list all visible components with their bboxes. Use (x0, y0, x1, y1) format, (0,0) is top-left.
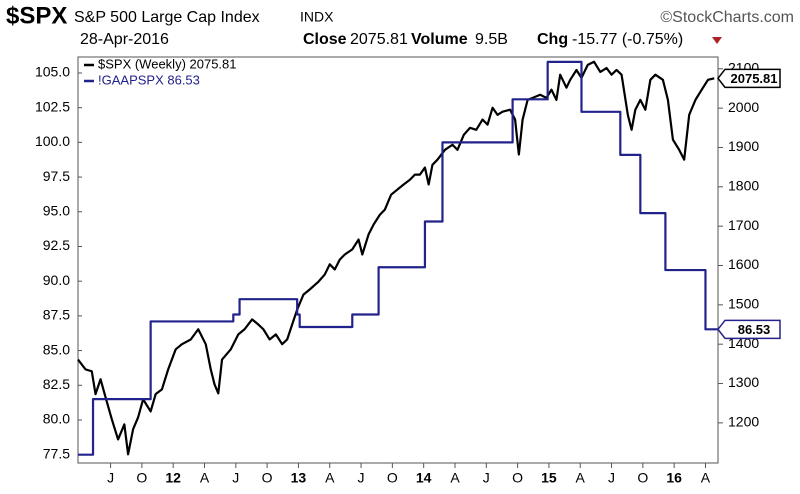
x-tick-label: O (387, 470, 398, 486)
x-tick-label: J (107, 470, 114, 486)
y2-tick-label: 2000 (728, 99, 759, 115)
x-tick-label: 14 (416, 470, 432, 486)
stat-value: -15.77 (-0.75%) (572, 31, 683, 48)
y2-tick-label: 1200 (728, 414, 759, 430)
y-tick-label: 92.5 (43, 237, 70, 253)
stat-value: 2075.81 (350, 31, 408, 48)
y2-tick-label: 1500 (728, 296, 759, 312)
x-tick-label: 13 (291, 470, 307, 486)
stat-label: Close (303, 31, 347, 48)
y-tick-label: 102.5 (35, 98, 70, 114)
series-line (77, 60, 715, 456)
y-tick-label: 97.5 (43, 168, 70, 184)
value-box-label: 2075.81 (731, 71, 778, 86)
x-tick-label: A (450, 470, 460, 486)
x-tick-label: A (200, 470, 210, 486)
y2-tick-label: 1300 (728, 374, 759, 390)
x-tick-label: O (262, 470, 273, 486)
stat-value: 9.5B (475, 31, 508, 48)
x-tick-label: O (136, 470, 147, 486)
y-tick-label: 95.0 (43, 202, 70, 218)
x-tick-label: J (483, 470, 490, 486)
x-tick-label: A (325, 470, 335, 486)
y-tick-label: 87.5 (43, 307, 70, 323)
date: 28-Apr-2016 (80, 31, 169, 48)
change-arrow (712, 37, 722, 44)
legend-label: !GAAPSPX 86.53 (98, 72, 200, 87)
x-tick-label: J (358, 470, 365, 486)
value-box (717, 319, 781, 340)
x-tick-label: J (608, 470, 615, 486)
y-tick-label: 85.0 (43, 341, 70, 357)
y-tick-label: 82.5 (43, 376, 70, 392)
legend-label: $SPX (Weekly) 2075.81 (98, 56, 237, 71)
x-tick-label: O (637, 470, 648, 486)
chart-subtitle: S&P 500 Large Cap Index (74, 9, 260, 26)
y-tick-label: 90.0 (43, 272, 70, 288)
y2-tick-label: 1900 (728, 138, 759, 154)
y-tick-label: 105.0 (35, 64, 70, 80)
y-tick-label: 77.5 (43, 445, 70, 461)
exchange: INDX (300, 9, 334, 25)
y-tick-label: 100.0 (35, 133, 70, 149)
x-tick-label: 12 (165, 470, 181, 486)
x-tick-label: O (512, 470, 523, 486)
x-tick-label: 15 (541, 470, 557, 486)
y-tick-label: 80.0 (43, 411, 70, 427)
y2-tick-label: 1800 (728, 178, 759, 194)
y2-tick-label: 1700 (728, 217, 759, 233)
stat-label: Chg (537, 31, 568, 48)
value-box (717, 68, 781, 89)
value-box-label: 86.53 (738, 322, 771, 337)
series-line (78, 60, 718, 456)
stat-label: Volume (411, 31, 468, 48)
x-tick-label: A (576, 470, 586, 486)
x-tick-label: 16 (666, 470, 682, 486)
x-tick-label: A (701, 470, 711, 486)
y2-tick-label: 1600 (728, 256, 759, 272)
plot-frame (77, 56, 719, 464)
chart-title: $SPX (6, 2, 67, 29)
x-tick-label: J (232, 470, 239, 486)
source: ©StockCharts.com (660, 9, 794, 26)
